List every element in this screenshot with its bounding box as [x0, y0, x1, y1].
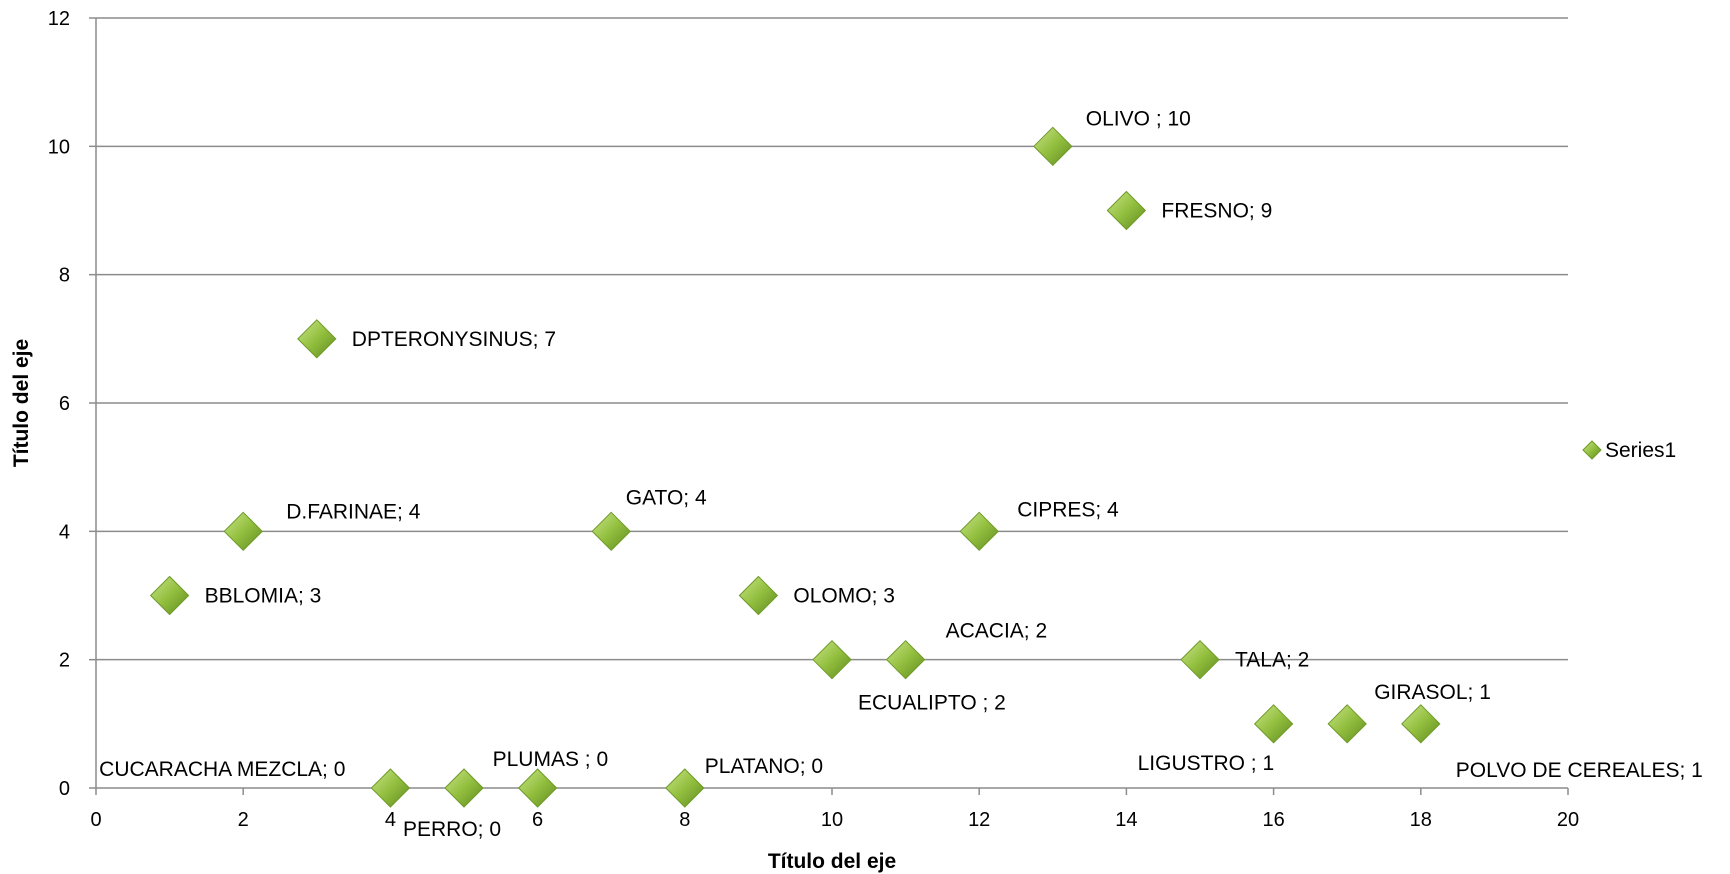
data-point	[812, 639, 852, 680]
x-tick-label-20: 20	[1557, 809, 1579, 831]
data-label: POLVO DE CEREALES; 1	[1456, 759, 1703, 782]
data-point	[885, 639, 926, 680]
data-point	[1180, 639, 1220, 680]
y-axis-title: Título del eje	[10, 339, 33, 467]
data-point	[665, 768, 705, 808]
data-label: OLIVO ; 10	[1086, 107, 1191, 130]
data-point	[370, 768, 411, 808]
data-label: GIRASOL; 1	[1374, 681, 1491, 704]
data-label: PERRO; 0	[403, 818, 501, 841]
data-label: PLUMAS ; 0	[493, 748, 609, 771]
data-label: GATO; 4	[626, 486, 707, 509]
data-point	[223, 511, 263, 552]
data-point	[959, 511, 999, 552]
data-point	[1253, 704, 1294, 744]
x-tick-label-14: 14	[1115, 809, 1137, 831]
legend-marker-series1	[1582, 440, 1602, 460]
data-point	[517, 768, 558, 808]
y-tick-label-4: 4	[59, 521, 70, 543]
data-labels: BBLOMIA; 3 D.FARINAE; 4 DPTERONYSINUS; 7 CU…	[99, 107, 1703, 841]
axes	[89, 17, 1569, 795]
data-label: ACACIA; 2	[946, 620, 1048, 643]
data-point	[1033, 126, 1073, 167]
data-point	[1327, 704, 1367, 744]
y-tick-label-10: 10	[48, 136, 70, 158]
data-label: DPTERONYSINUS; 7	[352, 328, 556, 351]
data-point	[444, 768, 484, 808]
data-point	[738, 575, 779, 616]
x-tick-label-0: 0	[90, 809, 101, 831]
y-tick-label-8: 8	[59, 265, 70, 287]
data-label: BBLOMIA; 3	[205, 585, 322, 608]
data-points	[149, 126, 1441, 808]
x-tick-label-18: 18	[1410, 809, 1432, 831]
x-tick-label-2: 2	[238, 809, 249, 831]
y-tick-label-0: 0	[59, 778, 70, 800]
data-label: LIGUSTRO ; 1	[1138, 752, 1275, 775]
x-tick-label-8: 8	[679, 809, 690, 831]
x-tick-label-12: 12	[968, 809, 990, 831]
y-tick-label-2: 2	[59, 650, 70, 672]
legend: Series1	[1582, 439, 1676, 462]
data-label: TALA; 2	[1235, 649, 1309, 672]
x-tick-label-16: 16	[1262, 809, 1284, 831]
data-label: D.FARINAE; 4	[286, 500, 421, 523]
gridlines	[96, 17, 1568, 661]
x-axis-title: Título del eje	[768, 850, 896, 873]
data-label: ECUALIPTO ; 2	[858, 692, 1006, 715]
x-tick-label-6: 6	[532, 809, 543, 831]
y-tick-label-12: 12	[48, 8, 70, 30]
data-label: PLATANO; 0	[705, 755, 823, 778]
data-point	[1401, 704, 1441, 744]
legend-label-series1: Series1	[1605, 439, 1676, 462]
data-point	[149, 575, 190, 616]
data-label: CUCARACHA MEZCLA; 0	[99, 758, 345, 781]
x-tick-label-10: 10	[821, 809, 843, 831]
data-point	[297, 319, 337, 359]
data-label: CIPRES; 4	[1017, 498, 1119, 521]
data-label: FRESNO; 9	[1161, 200, 1272, 223]
data-label: OLOMO; 3	[793, 585, 895, 608]
data-point	[591, 511, 631, 552]
tick-labels: 0 2 4 6 8 10 12 0 2 4 6 8 10 12 14 16 18 20	[48, 8, 1579, 831]
y-tick-label-6: 6	[59, 393, 70, 415]
data-point	[1106, 190, 1147, 231]
x-tick-label-4: 4	[385, 809, 396, 831]
